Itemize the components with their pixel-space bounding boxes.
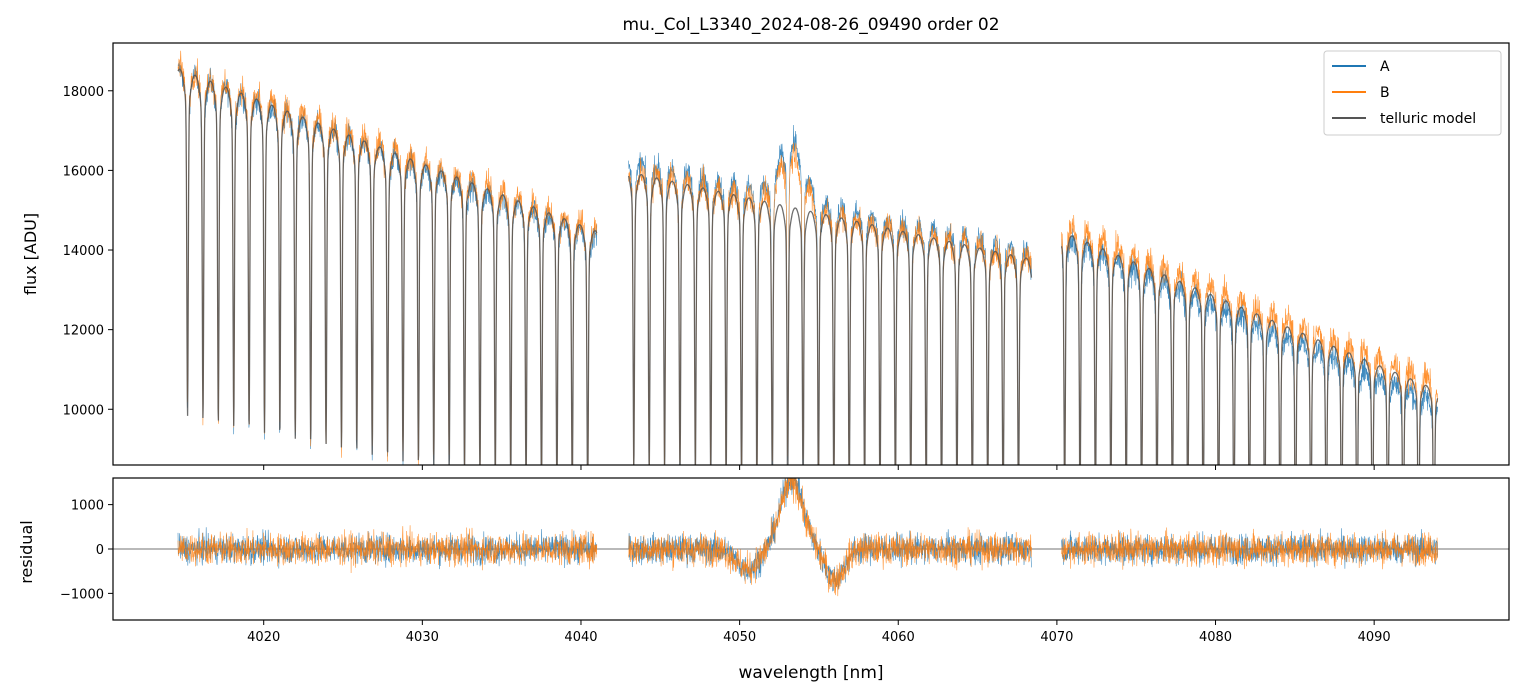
flux-series-telluric-model-segment-1 [177,68,598,465]
residual-xtick-label-0: 4020 [247,630,280,645]
residual-series-a-segment-3 [1061,528,1438,569]
flux-ytick-label-3: 16000 [63,164,104,179]
flux-series-telluric-model-segment-3 [1060,235,1439,465]
residual-ytick-label-1: 0 [96,543,104,558]
residual-ylabel: residual [17,520,36,583]
legend-label-b: B [1380,85,1390,101]
residual-ytick-label-2: 1000 [71,499,104,514]
residual-xtick-label-3: 4050 [723,630,756,645]
residual-ytick-label-0: −1000 [60,587,104,602]
residual-xtick-label-7: 4090 [1358,630,1391,645]
flux-ytick-label-4: 18000 [63,85,104,100]
legend: A B telluric model [1323,50,1502,136]
flux-ytick-label-0: 10000 [63,403,104,418]
residual-xtick-label-2: 4040 [564,630,597,645]
legend-label-telluric: telluric model [1380,111,1476,127]
legend-label-a: A [1380,59,1390,75]
residual-series-b-segment-1 [177,525,598,574]
residual-xtick-label-4: 4060 [882,630,915,645]
residual-xlabel: wavelength [nm] [738,663,883,683]
residual-xtick-label-1: 4030 [406,630,439,645]
flux-plot-frame [112,42,1510,466]
residual-series-b-segment-3 [1061,527,1438,570]
residual-series-b-segment-2 [628,478,1032,597]
residual-xtick-label-5: 4070 [1040,630,1073,645]
residual-xtick-label-6: 4080 [1199,630,1232,645]
flux-ylabel: flux [ADU] [21,213,40,295]
residual-panel: −1000 0 1000 4020 4030 4040 4050 4060 4070 4080 4… [17,477,1510,683]
chart-title: mu._Col_L3340_2024-08-26_09490 order 02 [622,15,999,35]
flux-series-telluric-model-segment-2 [627,174,1033,465]
flux-panel: 10000 12000 14000 16000 18000 flux [ADU] A B… [21,42,1510,470]
flux-ytick-label-1: 12000 [63,324,104,339]
flux-ytick-label-2: 14000 [63,244,104,259]
